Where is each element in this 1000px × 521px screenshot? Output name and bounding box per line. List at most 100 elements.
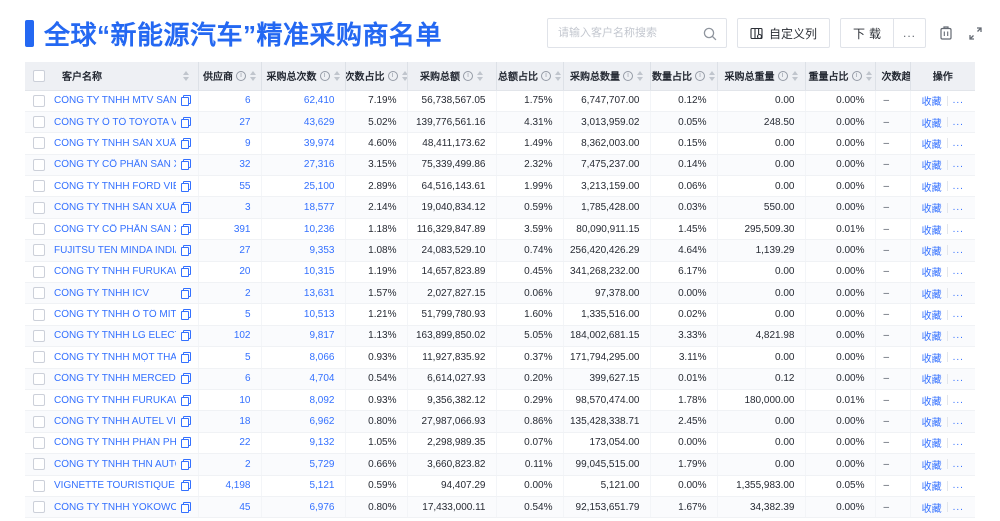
favorite-link[interactable]: 收藏 — [921, 311, 942, 323]
favorite-link[interactable]: 收藏 — [921, 161, 942, 173]
purchase-times-link[interactable]: 6,962 — [261, 410, 346, 433]
copy-icon[interactable] — [180, 244, 191, 256]
row-checkbox[interactable] — [32, 329, 45, 342]
row-checkbox[interactable] — [32, 501, 45, 514]
supplier-count-link[interactable]: 5 — [198, 346, 262, 369]
row-more-button[interactable]: ... — [952, 437, 964, 449]
supplier-count-link[interactable]: 32 — [198, 154, 262, 177]
row-more-button[interactable]: ... — [952, 501, 964, 513]
supplier-count-link[interactable]: 4,198 — [198, 475, 262, 497]
favorite-link[interactable]: 收藏 — [921, 118, 942, 130]
sort-icon[interactable] — [555, 70, 561, 81]
supplier-count-link[interactable]: 102 — [198, 325, 262, 348]
supplier-count-link[interactable]: 20 — [198, 261, 262, 284]
row-more-button[interactable]: ... — [952, 394, 964, 406]
row-checkbox[interactable] — [32, 158, 45, 171]
copy-icon[interactable] — [180, 373, 191, 385]
copy-icon[interactable] — [180, 394, 191, 406]
row-more-button[interactable]: ... — [952, 351, 964, 363]
row-checkbox[interactable] — [32, 372, 45, 385]
row-checkbox[interactable] — [32, 479, 45, 492]
company-name-link[interactable]: CÔNG TY TNHH YOKOWO VIỆT... — [54, 501, 176, 513]
company-name-link[interactable]: CÔNG TY TNHH PHÂN PHỐI T... — [54, 437, 176, 449]
row-checkbox[interactable] — [32, 308, 45, 321]
purchase-times-link[interactable]: 9,132 — [261, 432, 346, 455]
row-checkbox[interactable] — [32, 287, 45, 300]
company-name-link[interactable]: CÔNG TY CỔ PHẦN SẢN XUẤT... — [54, 223, 176, 235]
info-icon[interactable]: i — [623, 70, 633, 81]
copy-icon[interactable] — [180, 351, 191, 363]
favorite-link[interactable]: 收藏 — [921, 396, 942, 408]
info-icon[interactable]: i — [236, 70, 246, 81]
supplier-count-link[interactable]: 2 — [198, 453, 262, 476]
sort-icon[interactable] — [182, 70, 189, 81]
favorite-link[interactable]: 收藏 — [921, 503, 942, 515]
download-button[interactable]: 下载 — [839, 18, 894, 48]
company-name-link[interactable]: CÔNG TY TNHH SẢN XUẤT VÀ ... — [54, 202, 176, 214]
supplier-count-link[interactable]: 10 — [198, 389, 262, 412]
info-icon[interactable]: i — [695, 70, 705, 81]
copy-icon[interactable] — [180, 159, 191, 171]
purchase-times-link[interactable]: 6,976 — [261, 496, 346, 519]
copy-icon[interactable] — [180, 309, 191, 321]
search-icon[interactable] — [702, 26, 718, 42]
supplier-count-link[interactable]: 3 — [198, 196, 262, 219]
purchase-times-link[interactable]: 8,066 — [261, 346, 346, 369]
purchase-times-link[interactable]: 10,315 — [261, 261, 346, 284]
supplier-count-link[interactable]: 2 — [198, 282, 262, 305]
favorite-link[interactable]: 收藏 — [921, 460, 942, 472]
favorite-link[interactable]: 收藏 — [921, 289, 942, 301]
row-checkbox[interactable] — [32, 201, 45, 214]
info-icon[interactable]: i — [777, 70, 788, 81]
purchase-times-link[interactable]: 25,100 — [261, 175, 346, 198]
favorite-link[interactable]: 收藏 — [921, 139, 942, 151]
row-checkbox[interactable] — [32, 137, 45, 150]
sort-icon[interactable] — [250, 70, 256, 81]
supplier-count-link[interactable]: 27 — [198, 111, 262, 134]
favorite-link[interactable]: 收藏 — [921, 225, 942, 237]
company-name-link[interactable]: CÔNG TY CỔ PHẦN SẢN XUẤT... — [54, 159, 176, 171]
purchase-times-link[interactable]: 43,629 — [261, 111, 346, 134]
row-more-button[interactable]: ... — [952, 159, 964, 171]
row-checkbox[interactable] — [32, 394, 45, 407]
purchase-times-link[interactable]: 5,729 — [261, 453, 346, 476]
company-name-link[interactable]: CÔNG TY TNHH FURUKAWA A... — [54, 394, 176, 406]
sort-icon[interactable] — [401, 70, 406, 81]
copy-icon[interactable] — [180, 501, 191, 513]
company-name-link[interactable]: CÔNG TY TNHH SẢN XUẤT VÀ ... — [54, 137, 176, 149]
favorite-link[interactable]: 收藏 — [921, 268, 942, 280]
row-checkbox[interactable] — [32, 180, 45, 193]
supplier-count-link[interactable]: 6 — [198, 90, 262, 112]
row-more-button[interactable]: ... — [952, 416, 964, 428]
copy-icon[interactable] — [180, 458, 191, 470]
row-checkbox[interactable] — [32, 436, 45, 449]
company-name-link[interactable]: CÔNG TY TNHH AUTEL VIỆT N... — [54, 416, 176, 428]
purchase-times-link[interactable]: 62,410 — [261, 90, 346, 112]
fullscreen-icon-button[interactable] — [966, 24, 985, 43]
purchase-times-link[interactable]: 27,316 — [261, 154, 346, 177]
company-name-link[interactable]: CÔNG TY TNHH FORD VIỆT NAM — [54, 180, 176, 192]
favorite-link[interactable]: 收藏 — [921, 97, 942, 109]
purchase-times-link[interactable]: 4,704 — [261, 368, 346, 390]
company-name-link[interactable]: FUJITSU TEN MINDA INDIA PVT... — [54, 244, 176, 256]
copy-icon[interactable] — [180, 437, 191, 449]
row-checkbox[interactable] — [32, 116, 45, 129]
trash-icon-button[interactable] — [936, 23, 956, 43]
row-more-button[interactable]: ... — [952, 480, 964, 492]
sort-icon[interactable] — [709, 70, 715, 81]
copy-icon[interactable] — [180, 116, 191, 128]
copy-icon[interactable] — [180, 95, 191, 107]
info-icon[interactable]: i — [387, 70, 398, 81]
row-more-button[interactable]: ... — [952, 95, 964, 107]
row-checkbox[interactable] — [32, 351, 45, 364]
row-more-button[interactable]: ... — [952, 287, 964, 299]
supplier-count-link[interactable]: 18 — [198, 410, 262, 433]
row-more-button[interactable]: ... — [952, 458, 964, 470]
company-name-link[interactable]: CÔNG TY TNHH MỘT THÀNH V... — [54, 351, 176, 363]
copy-icon[interactable] — [180, 266, 191, 278]
copy-icon[interactable] — [180, 287, 191, 299]
purchase-times-link[interactable]: 18,577 — [261, 196, 346, 219]
row-checkbox[interactable] — [32, 94, 45, 107]
row-more-button[interactable]: ... — [952, 137, 964, 149]
favorite-link[interactable]: 收藏 — [921, 353, 942, 365]
